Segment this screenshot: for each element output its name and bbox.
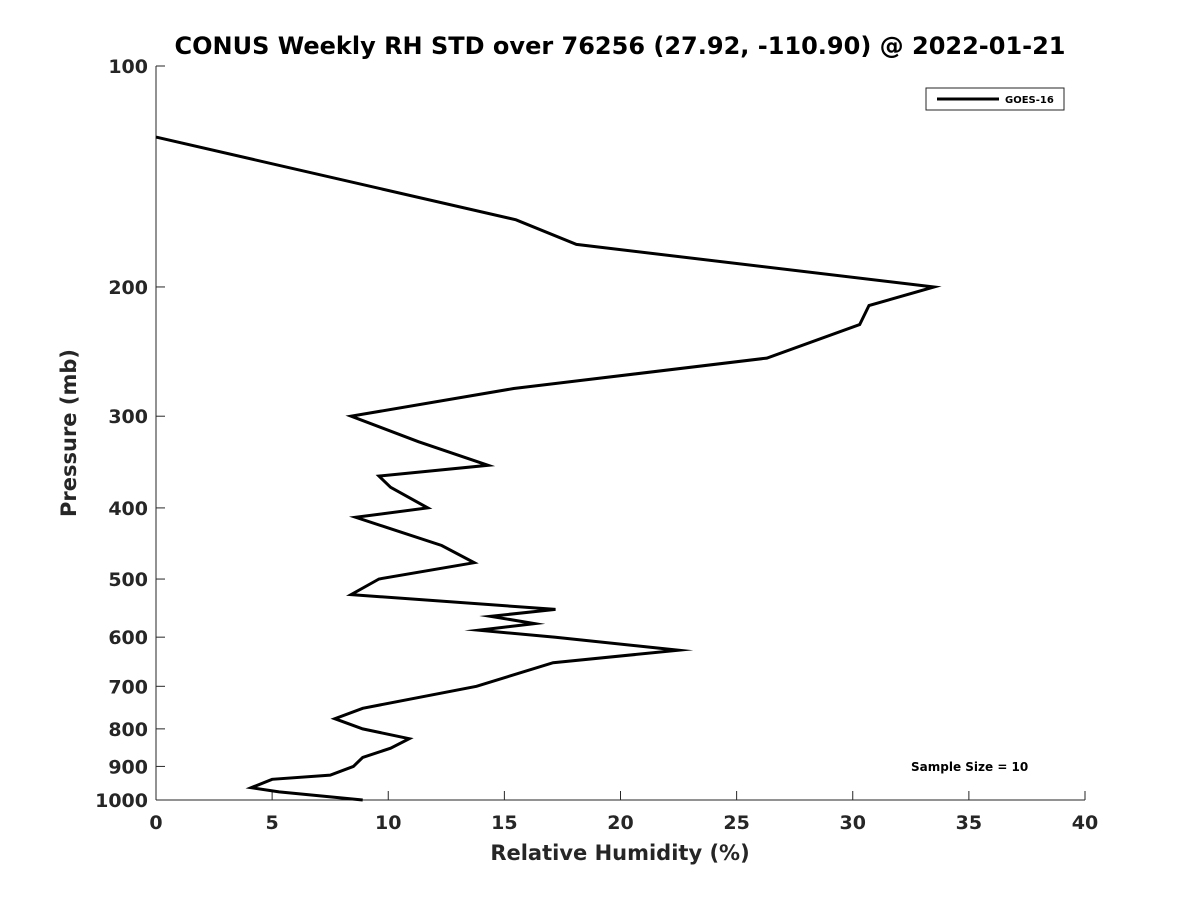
x-tick-label: 35 xyxy=(956,812,982,834)
y-axis-label: Pressure (mb) xyxy=(57,349,81,517)
y-tick-label: 200 xyxy=(108,277,148,299)
x-tick-label: 25 xyxy=(723,812,749,834)
x-axis-label: Relative Humidity (%) xyxy=(490,841,749,865)
y-tick-label: 800 xyxy=(108,719,148,741)
y-tick-label: 600 xyxy=(108,627,148,649)
axes: 0 5 10 15 20 25 30 35 40 100 200 300 400 500 600 700 800… xyxy=(95,56,1098,834)
chart-title: CONUS Weekly RH STD over 76256 (27.92, -… xyxy=(174,32,1065,60)
legend: GOES-16 xyxy=(925,87,1065,111)
legend-label-goes-16: GOES-16 xyxy=(1005,95,1054,106)
y-tick-label: 300 xyxy=(108,406,148,428)
x-tick-label: 5 xyxy=(266,812,279,834)
x-tick-label: 40 xyxy=(1072,812,1098,834)
x-tick-label: 0 xyxy=(149,812,162,834)
y-tick-label: 400 xyxy=(108,498,148,520)
y-tick-label: 700 xyxy=(108,676,148,698)
y-tick-label: 1000 xyxy=(95,790,148,812)
series-line-goes-16 xyxy=(155,135,942,802)
y-tick-label: 100 xyxy=(108,56,148,78)
y-tick-label: 900 xyxy=(108,756,148,778)
sample-size-annotation: Sample Size = 10 xyxy=(911,760,1028,774)
series-layer xyxy=(155,135,942,802)
x-tick-label: 20 xyxy=(607,812,633,834)
x-tick-label: 10 xyxy=(375,812,401,834)
x-tick-label: 15 xyxy=(491,812,517,834)
y-tick-label: 500 xyxy=(108,569,148,591)
x-tick-label: 30 xyxy=(840,812,866,834)
